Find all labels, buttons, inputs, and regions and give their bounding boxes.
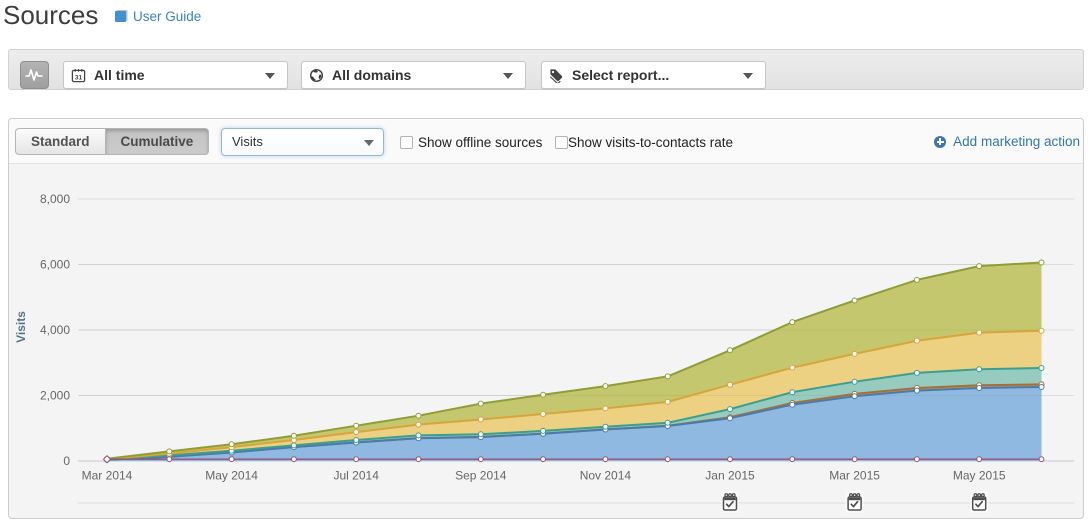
svg-text:31: 31 xyxy=(75,75,83,82)
